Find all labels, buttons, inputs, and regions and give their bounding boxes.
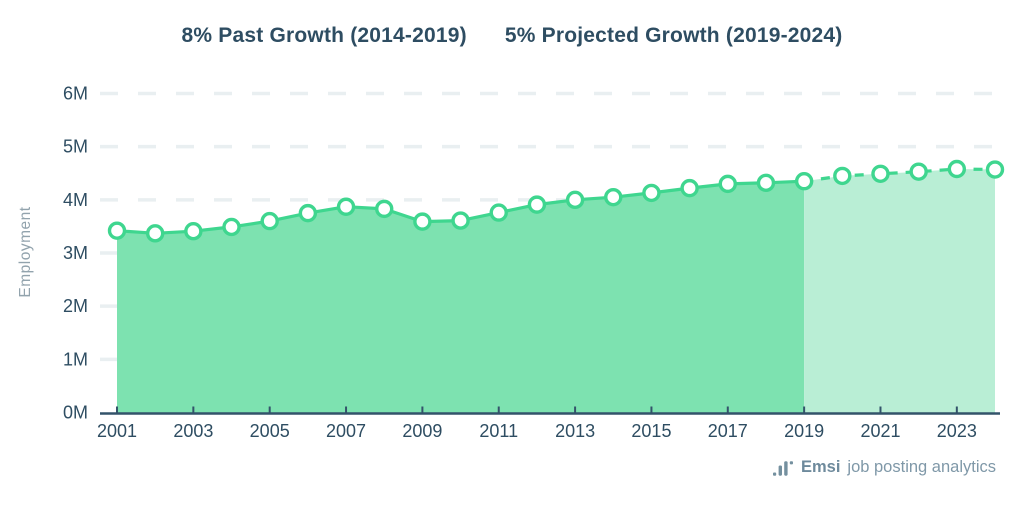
data-point bbox=[298, 203, 318, 223]
brand-name: Emsi bbox=[800, 458, 841, 476]
x-tick-label-2001: 2001 bbox=[97, 421, 137, 441]
y-tick-label-3M: 3M bbox=[63, 243, 88, 263]
data-point bbox=[527, 195, 547, 214]
brand-footer: Emsi job posting analytics bbox=[772, 458, 996, 477]
x-tick-label-2017: 2017 bbox=[708, 421, 748, 441]
y-tick-label-2M: 2M bbox=[63, 296, 88, 316]
data-point bbox=[375, 199, 394, 219]
data-point bbox=[184, 222, 203, 241]
x-tick-label-2007: 2007 bbox=[326, 421, 366, 441]
x-tick-label-2011: 2011 bbox=[479, 421, 518, 441]
data-point bbox=[107, 221, 127, 240]
x-tick-label-2009: 2009 bbox=[402, 421, 442, 441]
emsi-logo-icon bbox=[772, 459, 794, 477]
y-tick-label-6M: 6M bbox=[63, 83, 88, 103]
data-point bbox=[833, 166, 852, 186]
data-point bbox=[680, 178, 699, 198]
data-point bbox=[222, 217, 241, 237]
data-point bbox=[489, 203, 508, 222]
y-tick-label-0M: 0M bbox=[63, 403, 88, 423]
projected-area bbox=[804, 169, 995, 414]
data-point bbox=[718, 174, 737, 194]
data-point bbox=[260, 211, 279, 231]
data-point bbox=[947, 159, 967, 179]
chart-title-projected: 5% Projected Growth (2019-2024) bbox=[504, 24, 843, 47]
data-point bbox=[604, 187, 623, 207]
data-point bbox=[794, 172, 814, 191]
data-point bbox=[145, 224, 165, 243]
x-tick-label-2023: 2023 bbox=[937, 421, 977, 441]
data-point bbox=[756, 173, 776, 193]
y-tick-label-1M: 1M bbox=[63, 349, 88, 369]
data-point bbox=[871, 164, 890, 183]
brand-tagline: job posting analytics bbox=[847, 458, 996, 476]
x-tick-label-2003: 2003 bbox=[173, 421, 213, 441]
past-area bbox=[117, 181, 805, 414]
y-tick-label-5M: 5M bbox=[63, 137, 88, 157]
data-point bbox=[451, 211, 470, 230]
data-point bbox=[413, 212, 432, 231]
x-tick-label-2019: 2019 bbox=[784, 421, 824, 441]
x-tick-label-2015: 2015 bbox=[631, 421, 671, 441]
y-axis-title: Employment bbox=[17, 206, 34, 297]
data-point bbox=[909, 162, 928, 181]
data-point bbox=[985, 160, 1005, 179]
x-tick-label-2013: 2013 bbox=[555, 421, 595, 441]
data-point bbox=[336, 197, 356, 216]
data-point bbox=[565, 190, 585, 210]
x-tick-label-2021: 2021 bbox=[860, 421, 900, 441]
y-tick-label-4M: 4M bbox=[63, 190, 88, 210]
data-point bbox=[642, 183, 661, 203]
x-tick-label-2005: 2005 bbox=[250, 421, 290, 441]
chart-title-past: 8% Past Growth (2014-2019) bbox=[181, 24, 467, 47]
chart-title: 8% Past Growth (2014-2019) 5% Projected … bbox=[0, 24, 1024, 48]
